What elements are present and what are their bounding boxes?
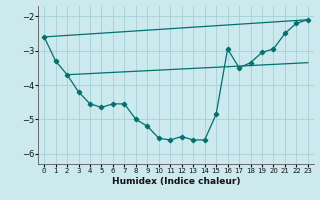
X-axis label: Humidex (Indice chaleur): Humidex (Indice chaleur) xyxy=(112,177,240,186)
